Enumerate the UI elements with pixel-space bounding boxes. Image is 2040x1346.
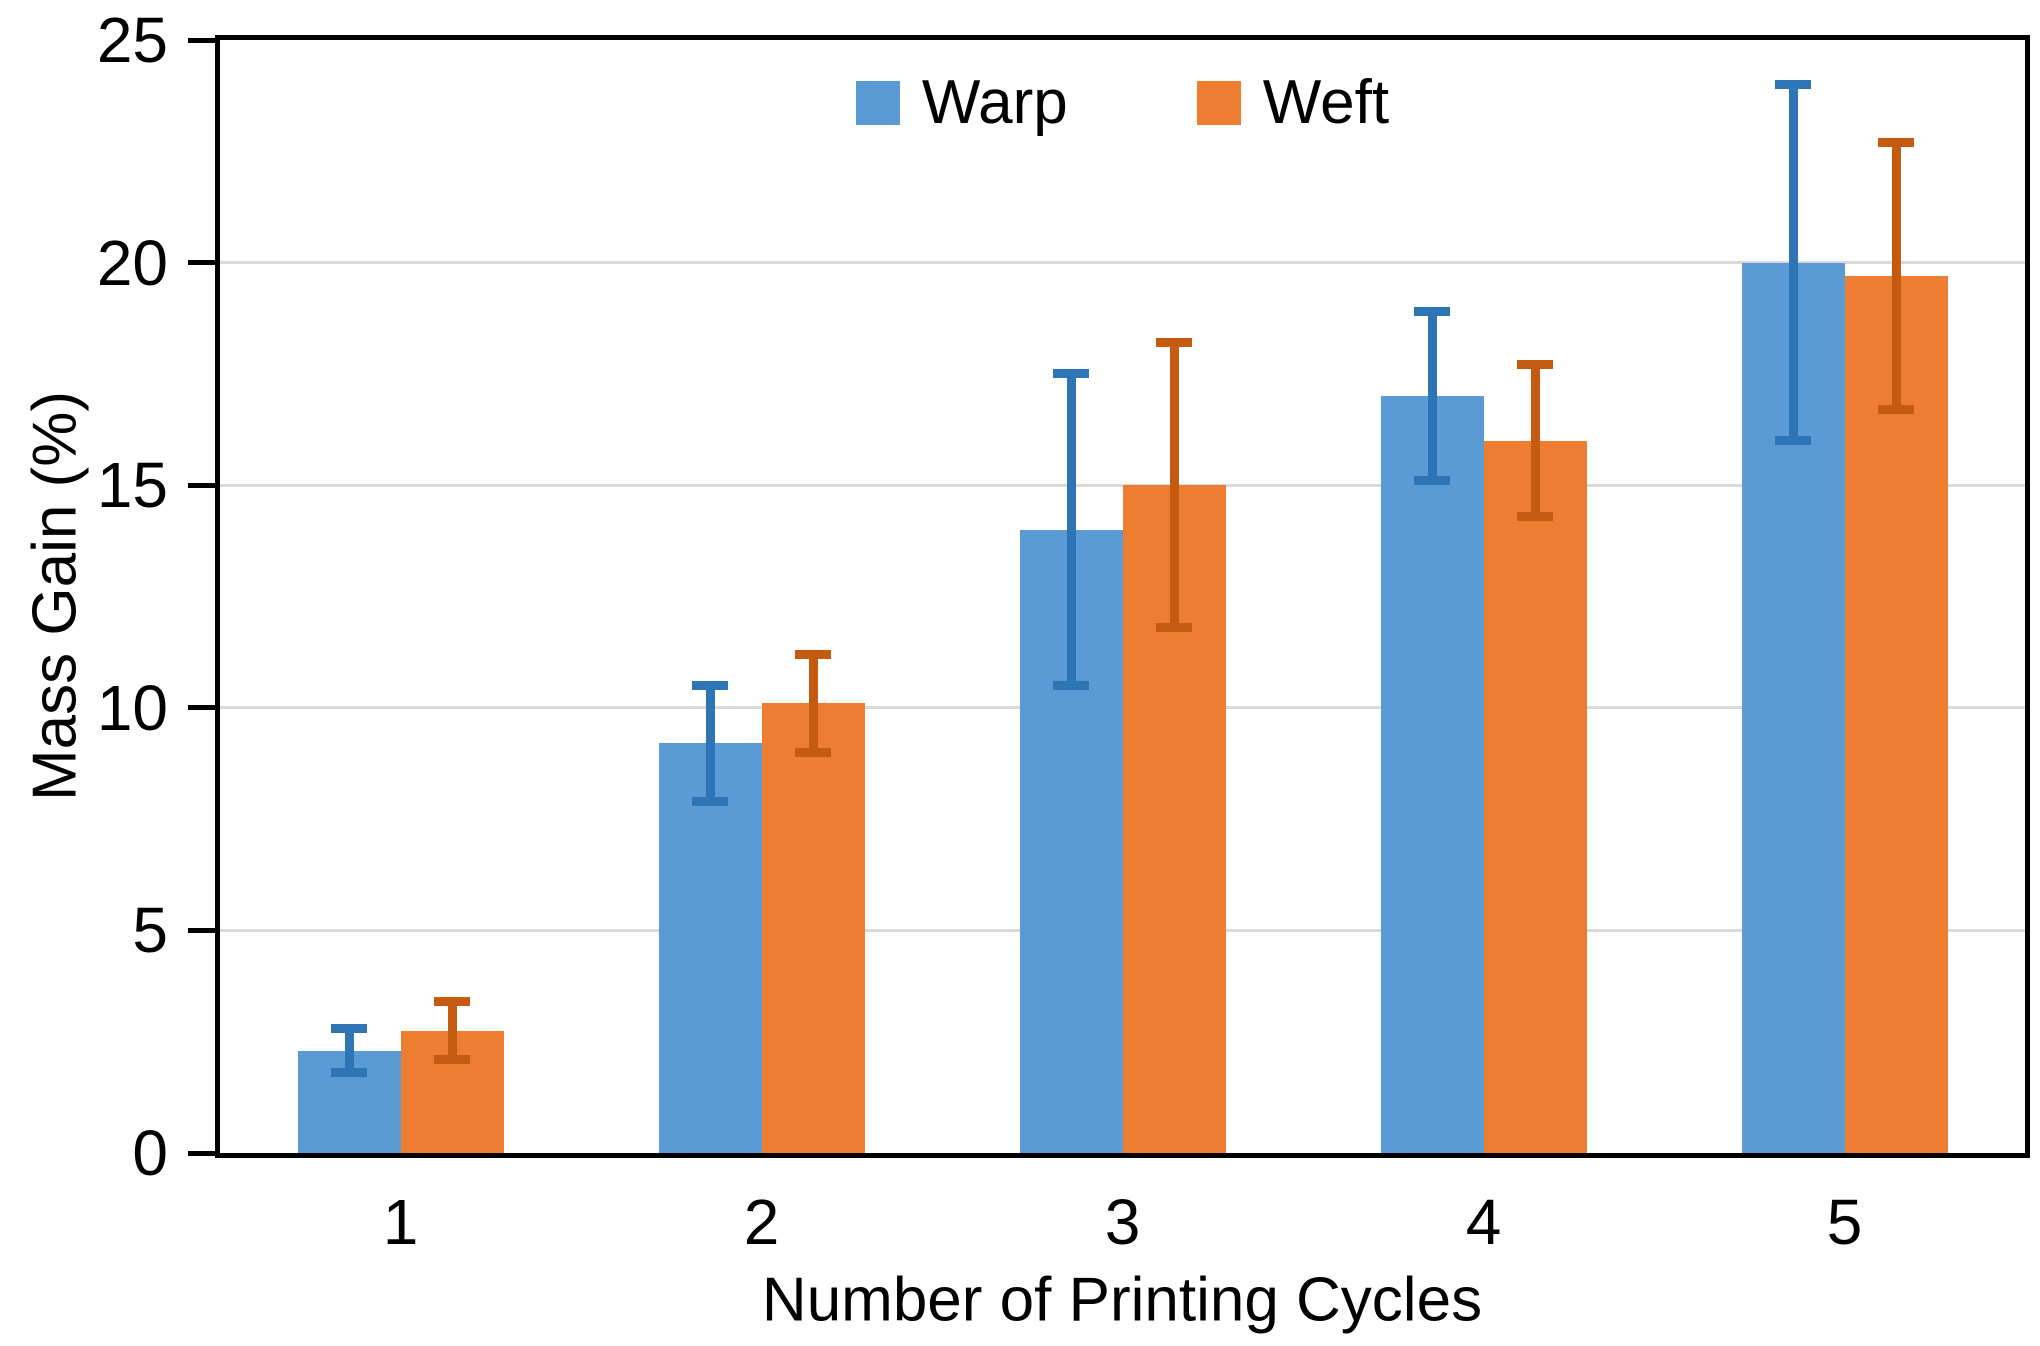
x-axis-title: Number of Printing Cycles bbox=[761, 1265, 1483, 1335]
error-bar-top-cap-weft-4 bbox=[1517, 360, 1553, 370]
x-tick-label: 1 bbox=[382, 1186, 419, 1258]
error-bar-bottom-cap-warp-4 bbox=[1414, 476, 1450, 486]
x-tick-label: 5 bbox=[1826, 1186, 1863, 1258]
y-tick-mark bbox=[188, 260, 215, 266]
error-bar-bottom-cap-weft-3 bbox=[1156, 623, 1192, 633]
error-bar-bottom-cap-warp-2 bbox=[692, 796, 728, 806]
error-bar-top-cap-weft-2 bbox=[795, 649, 831, 659]
error-bar-top-cap-weft-1 bbox=[434, 997, 470, 1007]
gridline bbox=[220, 261, 2025, 265]
y-tick-mark bbox=[188, 37, 215, 43]
error-bar-line-warp-1 bbox=[344, 1028, 354, 1073]
error-bar-bottom-cap-weft-5 bbox=[1878, 405, 1914, 415]
error-bar-bottom-cap-weft-2 bbox=[795, 747, 831, 757]
bar-warp-4 bbox=[1380, 396, 1484, 1153]
bar-weft-2 bbox=[761, 703, 865, 1153]
error-bar-line-weft-1 bbox=[447, 1001, 457, 1060]
y-tick-label: 0 bbox=[132, 1117, 168, 1189]
error-bar-line-weft-2 bbox=[808, 654, 818, 753]
legend-label-weft: Weft bbox=[1262, 68, 1390, 137]
error-bar-line-warp-2 bbox=[705, 685, 715, 802]
error-bar-bottom-cap-warp-1 bbox=[331, 1068, 367, 1078]
legend: Warp Weft bbox=[215, 68, 2030, 137]
error-bar-bottom-cap-weft-1 bbox=[434, 1055, 470, 1064]
y-tick-label: 10 bbox=[96, 671, 168, 744]
legend-label-warp: Warp bbox=[921, 68, 1068, 137]
error-bar-top-cap-warp-5 bbox=[1775, 80, 1811, 90]
y-tick-label: 25 bbox=[96, 4, 168, 76]
y-tick-label: 20 bbox=[96, 226, 168, 299]
error-bar-top-cap-warp-4 bbox=[1414, 307, 1450, 317]
y-tick-label: 5 bbox=[132, 894, 168, 967]
bar-weft-4 bbox=[1483, 440, 1587, 1153]
error-bar-line-warp-3 bbox=[1066, 373, 1076, 686]
x-tick-label: 2 bbox=[743, 1186, 780, 1258]
error-bar-top-cap-weft-3 bbox=[1156, 338, 1192, 348]
y-tick-mark bbox=[188, 705, 215, 711]
error-bar-bottom-cap-warp-3 bbox=[1053, 681, 1089, 691]
y-tick-mark bbox=[188, 927, 215, 933]
error-bar-bottom-cap-weft-4 bbox=[1517, 511, 1553, 521]
error-bar-top-cap-warp-1 bbox=[331, 1023, 367, 1033]
x-tick-label: 3 bbox=[1104, 1186, 1141, 1258]
error-bar-top-cap-weft-5 bbox=[1878, 137, 1914, 147]
error-bar-line-warp-4 bbox=[1427, 311, 1437, 481]
bar-warp-2 bbox=[658, 743, 762, 1153]
legend-item-weft: Weft bbox=[1196, 68, 1390, 137]
legend-swatch-warp bbox=[855, 81, 900, 125]
gridline bbox=[220, 483, 2025, 487]
plot-area bbox=[215, 35, 2030, 1158]
legend-swatch-weft bbox=[1196, 81, 1241, 125]
legend-item-warp: Warp bbox=[855, 68, 1068, 137]
error-bar-line-weft-3 bbox=[1169, 342, 1179, 628]
y-tick-mark bbox=[188, 1150, 215, 1156]
error-bar-line-weft-5 bbox=[1891, 142, 1901, 410]
bar-weft-5 bbox=[1844, 275, 1948, 1153]
y-tick-label: 15 bbox=[96, 449, 168, 522]
error-bar-bottom-cap-warp-5 bbox=[1775, 436, 1811, 446]
x-tick-label: 4 bbox=[1465, 1186, 1502, 1258]
error-bar-top-cap-warp-2 bbox=[692, 681, 728, 691]
error-bar-line-warp-5 bbox=[1788, 84, 1798, 441]
error-bar-line-weft-4 bbox=[1530, 364, 1540, 517]
y-tick-mark bbox=[188, 482, 215, 488]
error-bar-top-cap-warp-3 bbox=[1053, 369, 1089, 379]
